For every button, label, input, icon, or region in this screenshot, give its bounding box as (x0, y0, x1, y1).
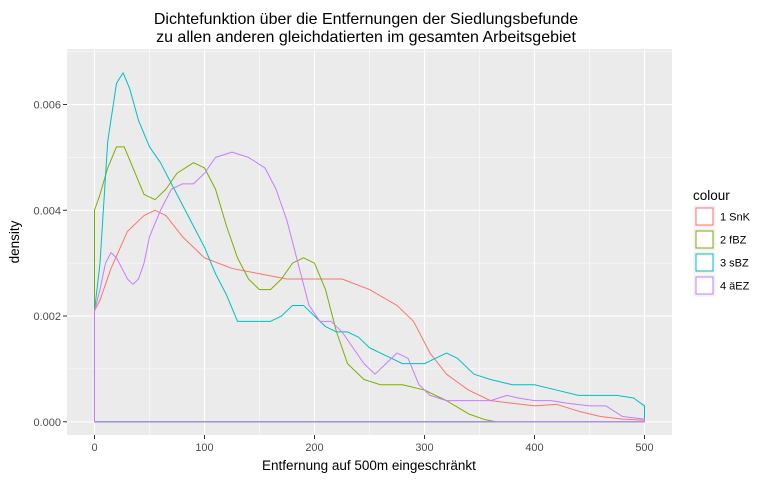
x-tick-label: 100 (195, 442, 213, 454)
series-layer (94, 72, 645, 423)
x-axis-ticks: 0 100 200 300 400 500 (91, 435, 654, 454)
series-line-2 (94, 146, 497, 423)
series-line-1 (94, 209, 645, 423)
y-tick-label: 0.006 (33, 100, 61, 112)
chart-title-line1: Dichtefunktion über die Entfernungen der… (154, 11, 578, 28)
x-tick-label: 500 (635, 442, 653, 454)
y-tick-label: 0.000 (33, 417, 61, 429)
y-axis-title: density (7, 220, 22, 263)
legend-key-4 (695, 276, 714, 295)
y-tick-label: 0.004 (33, 205, 61, 217)
x-tick-label: 200 (305, 442, 323, 454)
x-axis-title: Entfernung auf 500m eingeschränkt (262, 458, 476, 473)
legend-label-2: 2 fBZ (720, 235, 747, 247)
legend-label-4: 4 äEZ (720, 281, 750, 293)
legend-title: colour (693, 188, 730, 203)
chart-title-line2: zu allen anderen gleichdatierten im gesa… (156, 29, 576, 46)
y-tick-label: 0.002 (33, 311, 61, 323)
x-tick-label: 300 (415, 442, 433, 454)
legend-label-1: 1 SnK (720, 212, 751, 224)
legend-key-1 (695, 207, 714, 226)
x-tick-label: 0 (91, 442, 97, 454)
legend: colour 1 SnK 2 fBZ 3 sBZ 4 äEZ (692, 188, 751, 298)
legend-label-3: 3 sBZ (720, 258, 749, 270)
legend-key-3 (695, 253, 714, 272)
x-tick-label: 400 (525, 442, 543, 454)
legend-key-2 (695, 230, 714, 249)
series-line-4 (94, 151, 645, 423)
series-line-3 (94, 72, 645, 423)
y-axis-ticks: 0.000 0.002 0.004 0.006 (33, 100, 67, 429)
